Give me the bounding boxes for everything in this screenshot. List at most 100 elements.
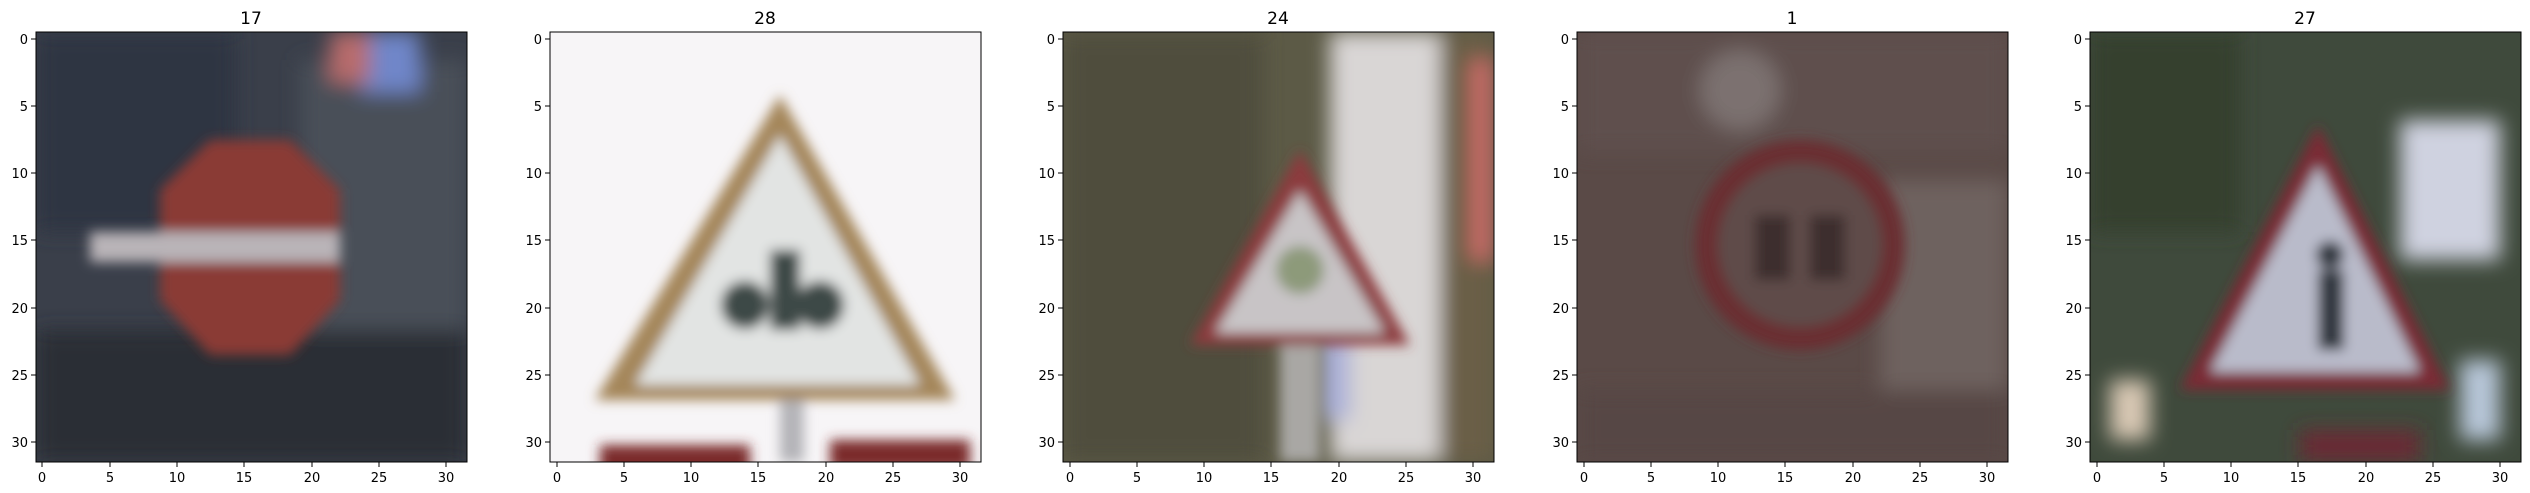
axes-frame (1062, 31, 1495, 463)
y-tick-label: 30 (2065, 436, 2082, 451)
y-tick-label: 0 (1047, 33, 1055, 48)
x-axis: 0 5 10 15 20 25 30 (1066, 462, 1481, 486)
children-crossing-warning-sign-icon (550, 32, 981, 462)
y-tick-label: 0 (2074, 33, 2082, 48)
x-tick-label: 10 (169, 471, 186, 486)
no-entry-sign-icon (36, 32, 467, 462)
y-tick-label: 25 (525, 369, 542, 384)
x-tick-label: 15 (1777, 471, 1794, 486)
y-axis: 0 5 10 15 20 25 30 (2065, 33, 2090, 451)
axes-frame (549, 31, 982, 463)
x-axis: 0 5 10 15 20 25 30 (38, 462, 454, 486)
x-tick-label: 25 (371, 471, 388, 486)
x-tick-label: 20 (1331, 471, 1348, 486)
y-tick-label: 5 (534, 100, 542, 115)
x-tick-label: 0 (38, 471, 46, 486)
x-tick-label: 10 (1710, 471, 1727, 486)
x-tick-label: 25 (1398, 471, 1415, 486)
y-tick-label: 20 (1552, 302, 1569, 317)
axes-frame (1576, 31, 2009, 463)
x-tick-label: 5 (2160, 471, 2168, 486)
speed-limit-30-sign-icon (1577, 32, 2008, 462)
y-tick-label: 0 (534, 33, 542, 48)
y-tick-label: 15 (2065, 234, 2082, 249)
y-tick-label: 5 (20, 100, 28, 115)
y-tick-label: 25 (2065, 369, 2082, 384)
y-axis: 0 5 10 15 20 25 30 (1038, 33, 1063, 451)
x-tick-label: 15 (750, 471, 767, 486)
x-axis: 0 5 10 15 20 25 30 (2093, 462, 2508, 486)
road-narrows-warning-sign-icon (1063, 32, 1494, 462)
y-tick-label: 30 (525, 436, 542, 451)
panel-28: 28 0 5 10 15 (525, 9, 982, 486)
axes-frame (2089, 31, 2522, 463)
y-tick-label: 10 (2065, 167, 2082, 182)
x-tick-label: 25 (1912, 471, 1929, 486)
panel-title: 17 (240, 9, 262, 29)
y-tick-label: 15 (11, 234, 28, 249)
y-tick-label: 10 (525, 167, 542, 182)
x-tick-label: 5 (620, 471, 628, 486)
x-tick-label: 10 (2223, 471, 2240, 486)
x-tick-label: 20 (2358, 471, 2375, 486)
x-tick-label: 15 (2290, 471, 2307, 486)
y-tick-label: 10 (1552, 167, 1569, 182)
x-tick-label: 0 (553, 471, 561, 486)
panel-title: 24 (1267, 9, 1289, 29)
y-axis: 0 5 10 15 20 25 30 (11, 33, 36, 451)
y-tick-label: 15 (525, 234, 542, 249)
y-tick-label: 20 (525, 302, 542, 317)
y-tick-label: 15 (1038, 234, 1055, 249)
y-tick-label: 20 (2065, 302, 2082, 317)
panel-title: 1 (1787, 9, 1798, 29)
y-tick-label: 0 (20, 33, 28, 48)
x-tick-label: 25 (885, 471, 902, 486)
x-axis: 0 5 10 15 20 25 30 (553, 462, 968, 486)
x-tick-label: 15 (1263, 471, 1280, 486)
y-tick-label: 10 (11, 167, 28, 182)
y-tick-label: 5 (2074, 100, 2082, 115)
y-axis: 0 5 10 15 20 25 30 (525, 33, 550, 451)
x-tick-label: 15 (236, 471, 253, 486)
y-tick-label: 5 (1561, 100, 1569, 115)
x-tick-label: 30 (1465, 471, 1482, 486)
panel-17: 17 0 5 10 (11, 9, 468, 486)
x-tick-label: 10 (683, 471, 700, 486)
y-tick-label: 20 (1038, 302, 1055, 317)
x-tick-label: 30 (438, 471, 455, 486)
panel-1: 1 0 5 (1552, 9, 2009, 486)
y-tick-label: 10 (1038, 167, 1055, 182)
x-tick-label: 5 (1133, 471, 1141, 486)
y-tick-label: 30 (11, 436, 28, 451)
y-tick-label: 25 (1552, 369, 1569, 384)
y-tick-label: 30 (1552, 436, 1569, 451)
x-tick-label: 30 (2492, 471, 2509, 486)
x-tick-label: 30 (952, 471, 969, 486)
x-tick-label: 0 (1580, 471, 1588, 486)
y-tick-label: 25 (11, 369, 28, 384)
panel-27: 27 0 (2065, 9, 2522, 486)
panel-title: 28 (754, 9, 776, 29)
y-tick-label: 5 (1047, 100, 1055, 115)
x-tick-label: 0 (2093, 471, 2101, 486)
x-tick-label: 0 (1066, 471, 1074, 486)
x-tick-label: 5 (1647, 471, 1655, 486)
panel-title: 27 (2294, 9, 2316, 29)
axes-frame (35, 31, 468, 463)
x-tick-label: 20 (818, 471, 835, 486)
x-tick-label: 30 (1979, 471, 1996, 486)
x-tick-label: 10 (1196, 471, 1213, 486)
x-axis: 0 5 10 15 20 25 30 (1580, 462, 1995, 486)
panel-24: 24 0 (1038, 9, 1495, 486)
y-tick-label: 20 (11, 302, 28, 317)
x-tick-label: 20 (304, 471, 321, 486)
y-tick-label: 25 (1038, 369, 1055, 384)
y-tick-label: 30 (1038, 436, 1055, 451)
pedestrians-warning-sign-icon (2090, 32, 2521, 462)
x-tick-label: 20 (1845, 471, 1862, 486)
y-tick-label: 15 (1552, 234, 1569, 249)
x-tick-label: 5 (106, 471, 114, 486)
y-tick-label: 0 (1561, 33, 1569, 48)
y-axis: 0 5 10 15 20 25 30 (1552, 33, 1577, 451)
